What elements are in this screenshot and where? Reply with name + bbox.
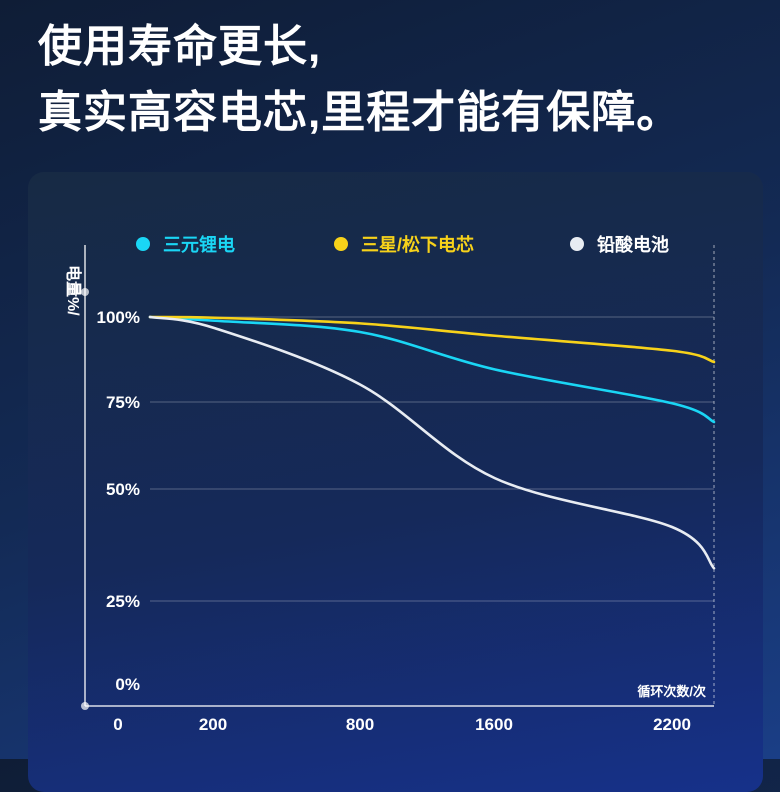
legend-lead-acid-marker: [570, 237, 584, 251]
headline-line-2: 真实高容电芯,里程才能有保障。: [38, 88, 682, 137]
legend-ternary-lithium-marker: [136, 237, 150, 251]
y-tick-label: 75%: [106, 393, 140, 412]
y-axis-label: 电量%/: [64, 265, 83, 316]
headline: 使用寿命更长, 真实高容电芯,里程才能有保障。: [38, 14, 681, 146]
origin-dot: [81, 702, 89, 710]
y-tick-label: 25%: [106, 592, 140, 611]
series-lead-acid-line: [148, 315, 716, 570]
legend-samsung-panasonic-marker: [334, 237, 348, 251]
legend-lead-acid-label: 铅酸电池: [597, 234, 669, 255]
series-samsung-panasonic-line: [148, 315, 716, 364]
x-tick-label: 200: [199, 715, 227, 734]
x-tick-label: 0: [113, 715, 122, 734]
series-ternary-lithium-line: [148, 315, 716, 424]
x-tick-label: 2200: [653, 715, 691, 734]
y-tick-label: 100%: [97, 308, 140, 327]
legend-samsung-panasonic-label: 三星/松下电芯: [361, 234, 474, 255]
y-tick-label: 50%: [106, 480, 140, 499]
battery-capacity-chart: 100% 75% 50% 25% 0% 电量%/ 循环次数/次 0 200 800 1600 2200…: [64, 234, 716, 734]
x-tick-label: 800: [346, 715, 374, 734]
y-axis-dot: [81, 288, 89, 296]
y-tick-label: 0%: [115, 675, 140, 694]
chart-panel: [28, 172, 763, 792]
x-axis-label: 循环次数/次: [637, 684, 706, 699]
x-tick-label: 1600: [475, 715, 513, 734]
legend-ternary-lithium-label: 三元锂电: [163, 234, 235, 255]
headline-line-1: 使用寿命更长,: [38, 22, 322, 71]
